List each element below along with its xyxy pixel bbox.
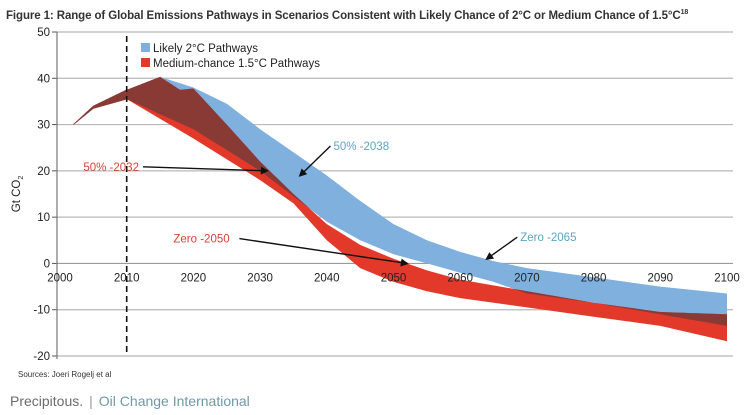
- annotation-label: 50% -2038: [333, 141, 389, 153]
- y-tick-label: 0: [44, 258, 50, 270]
- emissions-chart: 50403020100-10-2020002010202020302040205…: [11, 27, 740, 363]
- annotation-label: 50% -2032: [83, 162, 139, 174]
- y-tick-label: 40: [37, 73, 50, 85]
- x-tick-label: 2040: [314, 272, 340, 284]
- y-tick-label: -20: [33, 351, 50, 363]
- x-tick-label: 2080: [581, 272, 607, 284]
- y-tick-label: 50: [37, 27, 50, 39]
- annotation-arrow: [142, 166, 269, 175]
- x-tick-label: 2060: [447, 272, 473, 284]
- legend-label: Likely 2°C Pathways: [153, 43, 258, 55]
- y-tick-label: 20: [37, 166, 50, 178]
- footer-separator: |: [89, 393, 93, 409]
- y-tick-label: 10: [37, 212, 50, 224]
- page-footer: Precipitous. | Oil Change International: [10, 393, 250, 409]
- source-note: Sources: Joeri Rogelj et al: [18, 370, 112, 379]
- gridlines: [57, 31, 733, 357]
- organization-link[interactable]: Oil Change International: [98, 393, 250, 409]
- pathway-bands: [73, 76, 727, 342]
- legend-swatch: [141, 43, 150, 52]
- legend: Likely 2°C Pathways Medium-chance 1.5°C P…: [141, 43, 320, 70]
- x-tick-label: 2020: [181, 272, 207, 284]
- chart-title: Figure 1: Range of Global Emissions Path…: [6, 9, 689, 22]
- axes: 50403020100-10-2020002010202020302040205…: [11, 27, 740, 363]
- band-overlap: [126, 76, 727, 326]
- historical-emissions: [73, 89, 128, 125]
- legend-swatch: [141, 58, 150, 67]
- x-tick-label: 2030: [247, 272, 273, 284]
- annotation-label: Zero -2065: [520, 232, 576, 244]
- y-tick-label: -10: [33, 305, 50, 317]
- x-tick-label: 2000: [47, 272, 73, 284]
- x-tick-label: 2100: [714, 272, 740, 284]
- x-tick-label: 2070: [514, 272, 540, 284]
- x-tick-label: 2090: [648, 272, 674, 284]
- legend-label: Medium-chance 1.5°C Pathways: [153, 58, 320, 70]
- annotation-arrow: [298, 145, 331, 177]
- annotation-arrow: [485, 236, 518, 260]
- site-name: Precipitous.: [10, 393, 84, 409]
- y-axis-label: Gt CO2: [11, 176, 25, 213]
- x-tick-label: 2050: [381, 272, 407, 284]
- annotations: 50% -2038 50% -2032 Zero -2050 Zero -2065: [83, 141, 576, 267]
- y-tick-label: 30: [37, 120, 50, 132]
- annotation-label: Zero -2050: [173, 234, 229, 246]
- annotation-arrow: [239, 237, 409, 267]
